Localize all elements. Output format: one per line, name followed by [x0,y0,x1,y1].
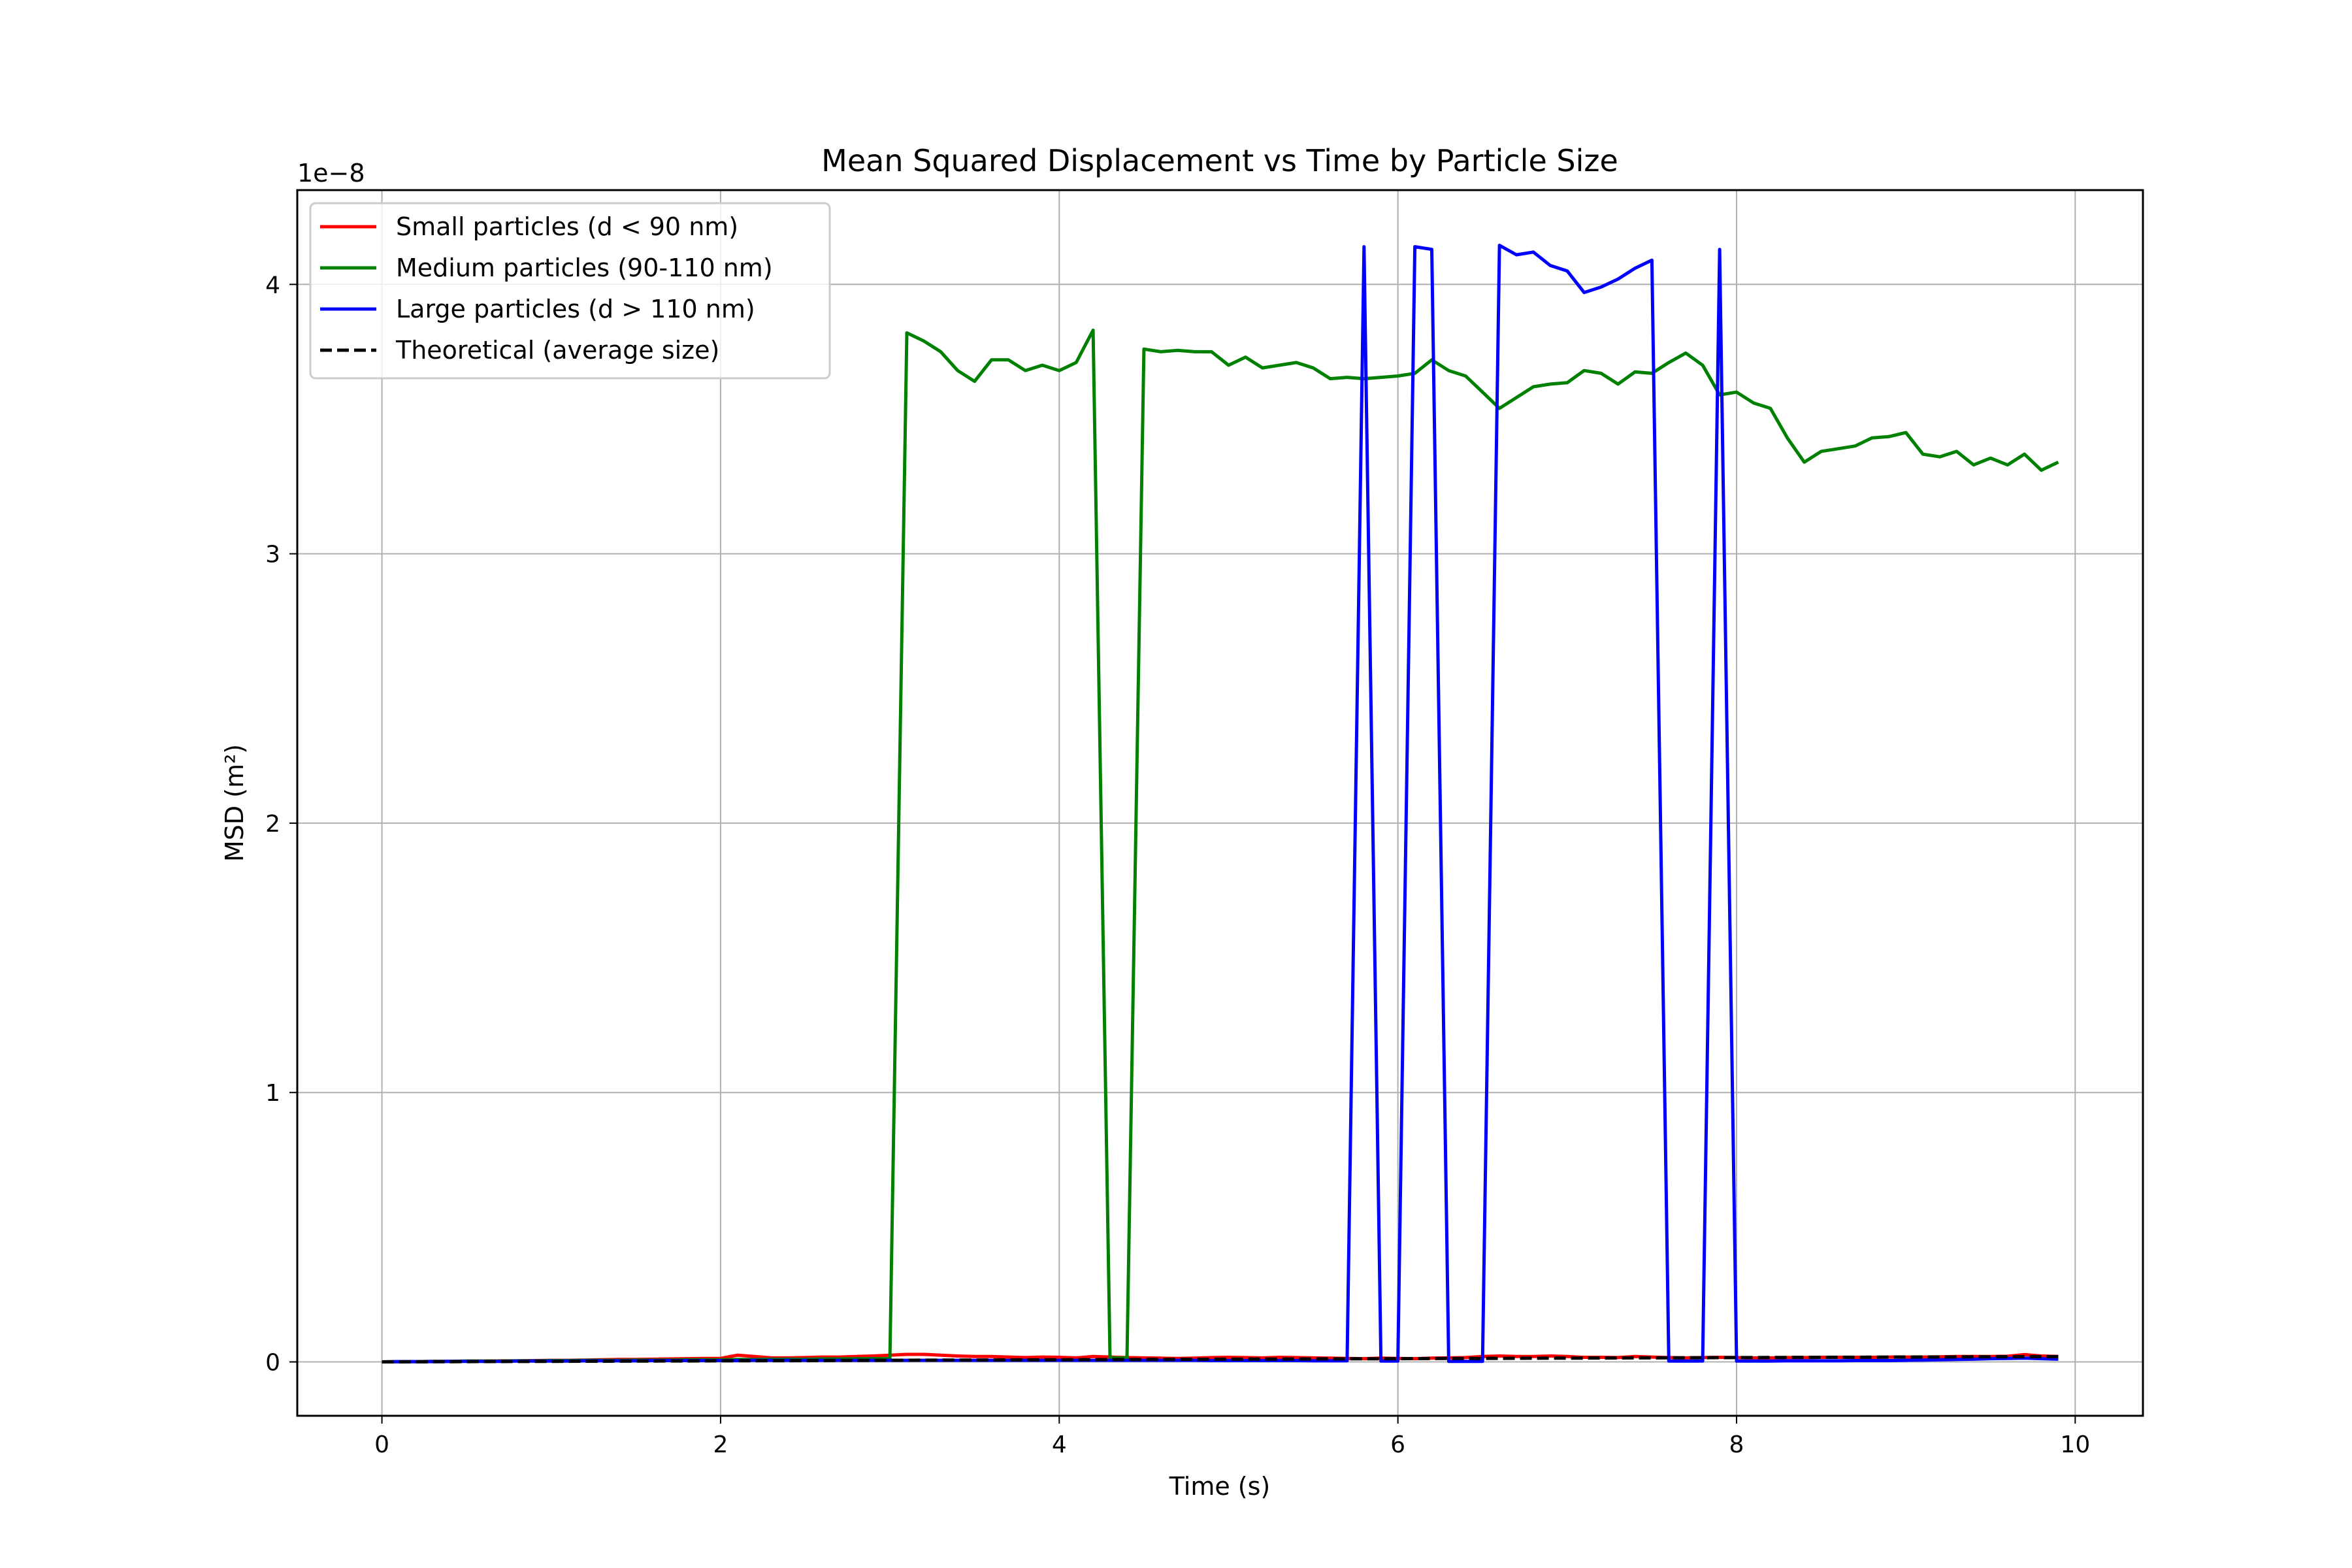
series-layer [382,244,2059,1364]
y-tick-label: 2 [265,811,280,838]
x-axis-title: Time (s) [1169,1472,1271,1501]
x-tick-label: 2 [713,1431,728,1458]
plot-frame [296,189,2144,1417]
legend-box [309,202,831,380]
y-tick-label: 4 [265,272,280,299]
grid-layer [297,190,2143,1416]
legend-label: Large particles (d > 110 nm) [396,295,755,323]
y-tick-label: 3 [265,542,280,568]
x-tick-label: 0 [374,1431,389,1458]
x-tick-label: 6 [1390,1431,1405,1458]
x-tick-label: 4 [1052,1431,1067,1458]
y-axis-title: MSD (m²) [220,744,249,862]
tick-layer: 0 2 4 6 8 10 0 1 2 3 4 [265,272,2090,1458]
y-tick-label: 1 [265,1080,280,1107]
series-line-theoretical [382,1354,2059,1364]
x-tick-label: 10 [2060,1431,2090,1458]
legend-label: Theoretical (average size) [395,336,719,365]
legend: Small particles (d < 90 nm) Medium partic… [309,202,831,380]
legend-label: Small particles (d < 90 nm) [396,212,738,241]
y-tick-label: 0 [265,1350,280,1377]
legend-items: Small particles (d < 90 nm) Medium partic… [320,212,773,365]
y-offset-label: 1e−8 [297,159,365,188]
x-tick-label: 8 [1729,1431,1744,1458]
chart-title: Mean Squared Displacement vs Time by Par… [821,143,1618,178]
legend-label: Medium particles (90-110 nm) [396,253,773,282]
